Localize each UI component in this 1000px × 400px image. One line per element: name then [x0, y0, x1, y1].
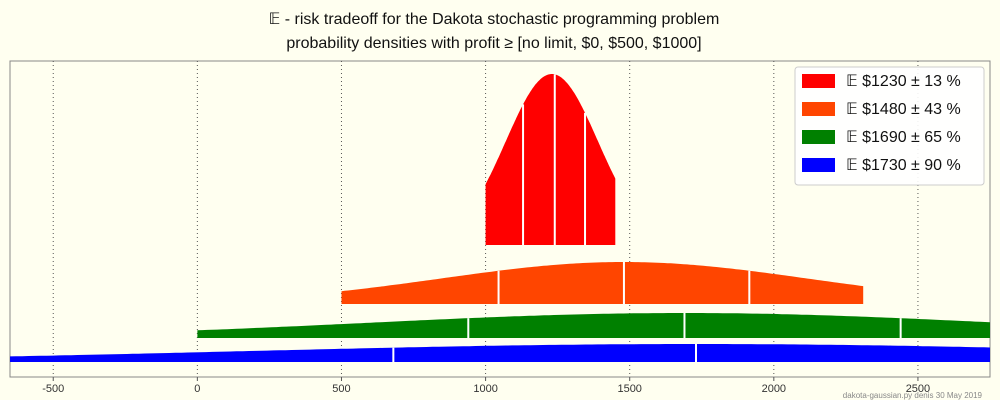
legend-box	[794, 66, 985, 186]
x-tick-label: 1000	[473, 383, 497, 395]
density-area	[10, 344, 990, 362]
legend: 𝔼 $1230 ± 13 % 𝔼 $1480 ± 43 % 𝔼 $1690 ± 65…	[794, 66, 985, 186]
x-tick-label: 1500	[617, 383, 641, 395]
legend-swatch	[802, 130, 835, 144]
footer-credit: dakota-gaussian.py denis 30 May 2019	[843, 391, 983, 400]
density-areas	[10, 74, 990, 362]
legend-label: 𝔼 $1480 ± 43 %	[846, 101, 961, 118]
legend-label: 𝔼 $1230 ± 13 %	[846, 73, 961, 90]
legend-label: 𝔼 $1730 ± 90 %	[846, 157, 961, 174]
x-tick-label: -500	[42, 383, 64, 395]
density-area	[341, 262, 864, 304]
chart-title-line2: probability densities with profit ≥ [no …	[286, 35, 701, 52]
x-tick-label: 2500	[906, 383, 930, 395]
x-tick-label: 2000	[762, 383, 786, 395]
x-axis: -500 0 500 1000 1500 2000 2500	[42, 377, 930, 395]
density-area	[197, 313, 990, 338]
legend-label: 𝔼 $1690 ± 65 %	[846, 129, 961, 146]
legend-swatch	[802, 102, 835, 116]
legend-swatch	[802, 158, 835, 172]
x-tick-label: 0	[194, 383, 200, 395]
density-area	[485, 74, 616, 245]
x-tick-label: 500	[332, 383, 350, 395]
legend-swatch	[802, 74, 835, 88]
chart-title-line1: 𝔼 - risk tradeoff for the Dakota stochas…	[269, 11, 720, 28]
